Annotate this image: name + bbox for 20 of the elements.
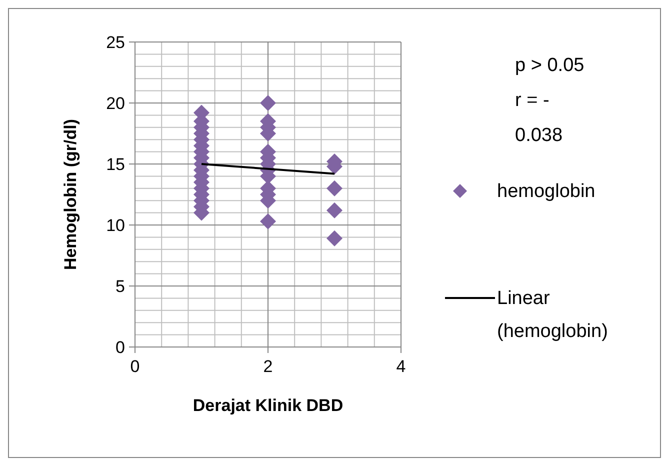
y-tick-label: 15 [106, 154, 125, 174]
point [326, 202, 342, 218]
y-tick-label: 25 [106, 32, 125, 52]
x-tick-label: 2 [263, 357, 273, 376]
point [326, 230, 342, 246]
x-tick-label: 0 [130, 357, 140, 376]
y-tick-label: 0 [116, 338, 125, 357]
x-tick-label: 4 [396, 357, 406, 376]
y-tick-label: 10 [106, 216, 125, 235]
legend-label: hemoglobin [497, 181, 596, 202]
point [260, 213, 276, 230]
x-axis-title: Derajat Klinik DBD [192, 396, 344, 415]
y-tick-label: 20 [106, 94, 125, 113]
point [260, 95, 276, 111]
point [326, 180, 342, 196]
y-tick-label: 5 [116, 276, 125, 296]
text: r = - 0.038 [515, 90, 563, 146]
y-axis-title: Hemoglobin (gr/dl) [61, 118, 80, 270]
legend-label: Linear (hemoglobin) [497, 288, 608, 342]
text: p > 0.05 [515, 55, 584, 76]
